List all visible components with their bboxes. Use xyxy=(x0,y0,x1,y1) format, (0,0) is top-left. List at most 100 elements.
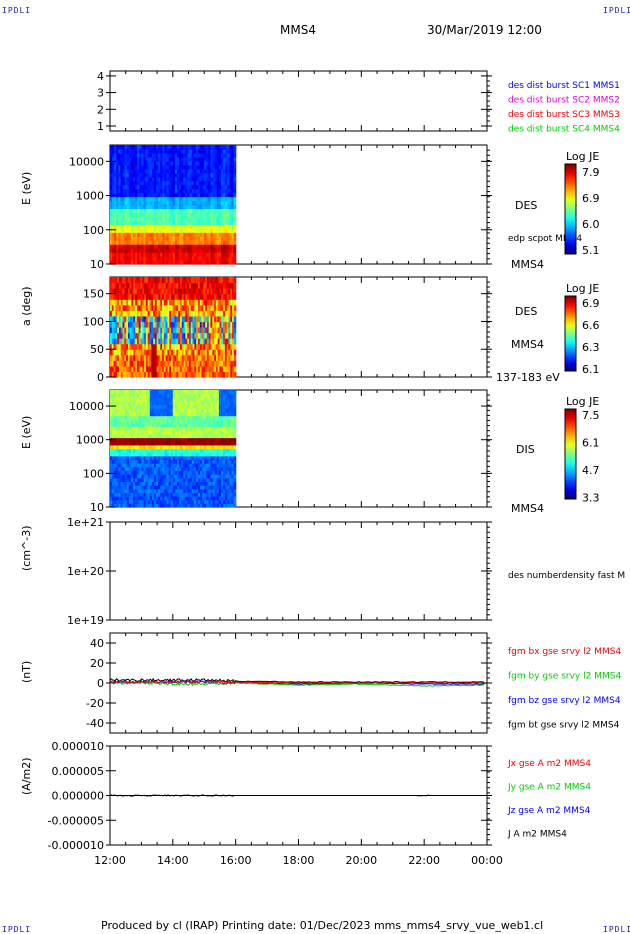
des-pitch-cell xyxy=(201,293,204,300)
des-energy-cell xyxy=(112,212,115,217)
des-pitch-cell xyxy=(221,354,224,361)
dis-energy-cell xyxy=(197,463,201,468)
des-energy-cell xyxy=(116,148,119,154)
des-energy-cell xyxy=(124,168,128,174)
dis-energy-cell xyxy=(149,408,153,413)
des-pitch-cell xyxy=(117,354,120,361)
dis-energy-cell xyxy=(156,411,159,417)
des-pitch-cell xyxy=(230,332,233,339)
dis-energy-cell xyxy=(120,433,124,439)
des-energy-cell xyxy=(122,220,126,225)
des-energy-cell xyxy=(135,240,138,245)
dis-energy-cell xyxy=(204,452,207,457)
des-energy-cell xyxy=(149,145,153,150)
dis-energy-cell xyxy=(162,463,166,468)
des-energy-cell xyxy=(110,188,113,194)
des-energy-cell xyxy=(191,232,195,237)
dis-energy-cell xyxy=(179,499,182,504)
des-energy-cell xyxy=(210,172,214,178)
dis-energy-cell xyxy=(128,419,132,424)
des-energy-cell xyxy=(189,196,193,202)
dis-energy-cell xyxy=(177,503,180,508)
des-pitch-cell xyxy=(210,332,213,339)
dis-energy-cell xyxy=(172,393,176,398)
des-energy-cell xyxy=(185,236,189,241)
des-energy-cell xyxy=(160,188,163,194)
dis-energy-cell xyxy=(143,485,147,490)
dis-energy-cell xyxy=(120,430,124,435)
des-pitch-cell xyxy=(199,282,203,289)
dis-energy-cell xyxy=(151,415,155,420)
des-pitch-cell xyxy=(194,338,197,345)
dis-energy-cell xyxy=(181,455,184,461)
dis-energy-cell xyxy=(114,433,117,439)
des-energy-cell xyxy=(172,228,176,233)
des-pitch-cell xyxy=(111,299,115,306)
des-energy-cell xyxy=(168,176,172,182)
des-energy-cell xyxy=(124,216,128,221)
dis-energy-cell xyxy=(172,444,176,450)
des-energy-cell xyxy=(135,176,138,182)
des-pitch-cell xyxy=(154,365,158,373)
des-energy-cell xyxy=(151,180,155,186)
des-pitch-cell xyxy=(219,310,222,317)
des-pitch-cell xyxy=(147,277,151,284)
des-pitch-cell xyxy=(197,277,201,284)
des-energy-cell xyxy=(210,208,214,214)
dis-energy-cell xyxy=(139,393,143,398)
dis-energy-cell xyxy=(193,492,197,497)
des-energy-cell xyxy=(133,180,136,186)
des-energy-cell xyxy=(216,236,220,241)
des-energy-cell xyxy=(135,164,138,170)
des-energy-cell xyxy=(174,188,178,194)
dis-energy-cell xyxy=(126,474,130,479)
des-pitch-cell xyxy=(156,288,160,295)
des-energy-cell xyxy=(122,216,126,221)
des-pitch-cell xyxy=(226,304,230,311)
des-energy-label: DES xyxy=(515,199,537,212)
des-energy-cell xyxy=(139,248,143,253)
dis-energy-cell xyxy=(177,408,180,413)
des-energy-cell xyxy=(174,148,178,154)
des-pitch-cell xyxy=(153,288,156,295)
des-energy-cell xyxy=(172,145,176,150)
des-energy-cell xyxy=(135,224,138,229)
des-pitch-cell xyxy=(165,321,169,328)
des-pitch-cell xyxy=(124,277,127,284)
dis-energy-cell xyxy=(210,419,214,424)
des-pitch-cell xyxy=(219,299,222,306)
des-energy-cell xyxy=(130,168,134,174)
des-pitch-cell xyxy=(140,327,143,334)
des-pitch-cell xyxy=(223,354,226,361)
des-energy-cell xyxy=(177,208,180,214)
dis-energy-cell xyxy=(156,408,159,413)
des-pitch-cell xyxy=(111,315,115,323)
des-pitch-cell xyxy=(194,304,197,311)
dis-energy-cell xyxy=(193,430,197,435)
des-energy-cell xyxy=(114,164,117,170)
des-energy-cell xyxy=(225,200,228,206)
des-pitch-cell xyxy=(138,310,142,317)
des-energy-cell xyxy=(116,224,119,229)
des-energy-cell xyxy=(185,168,189,174)
des-pitch-cell xyxy=(111,310,115,317)
ipdli-logo-top-right: IPDLI xyxy=(603,6,630,15)
des-energy-cell xyxy=(189,184,193,190)
des-energy-cell xyxy=(112,232,115,237)
dis-energy-cell xyxy=(181,488,184,493)
des-pitch-cell xyxy=(217,282,221,289)
dis-energy-cell xyxy=(170,419,174,424)
dis-energy-cell xyxy=(124,441,128,446)
des-pitch-cell xyxy=(145,293,149,300)
des-energy-cell xyxy=(149,232,153,237)
dis-energy-cell xyxy=(116,404,119,409)
des-pitch-cell xyxy=(172,349,176,356)
des-pitch-cell xyxy=(188,338,192,345)
des-energy-cell xyxy=(130,156,134,162)
des-energy-cell xyxy=(227,180,230,186)
des-pitch-cell xyxy=(232,332,235,339)
dis-energy-cell xyxy=(189,426,193,431)
des-energy-cell xyxy=(145,228,149,233)
des-pitch-cell xyxy=(174,288,178,295)
dis-energy-cell xyxy=(147,437,151,442)
